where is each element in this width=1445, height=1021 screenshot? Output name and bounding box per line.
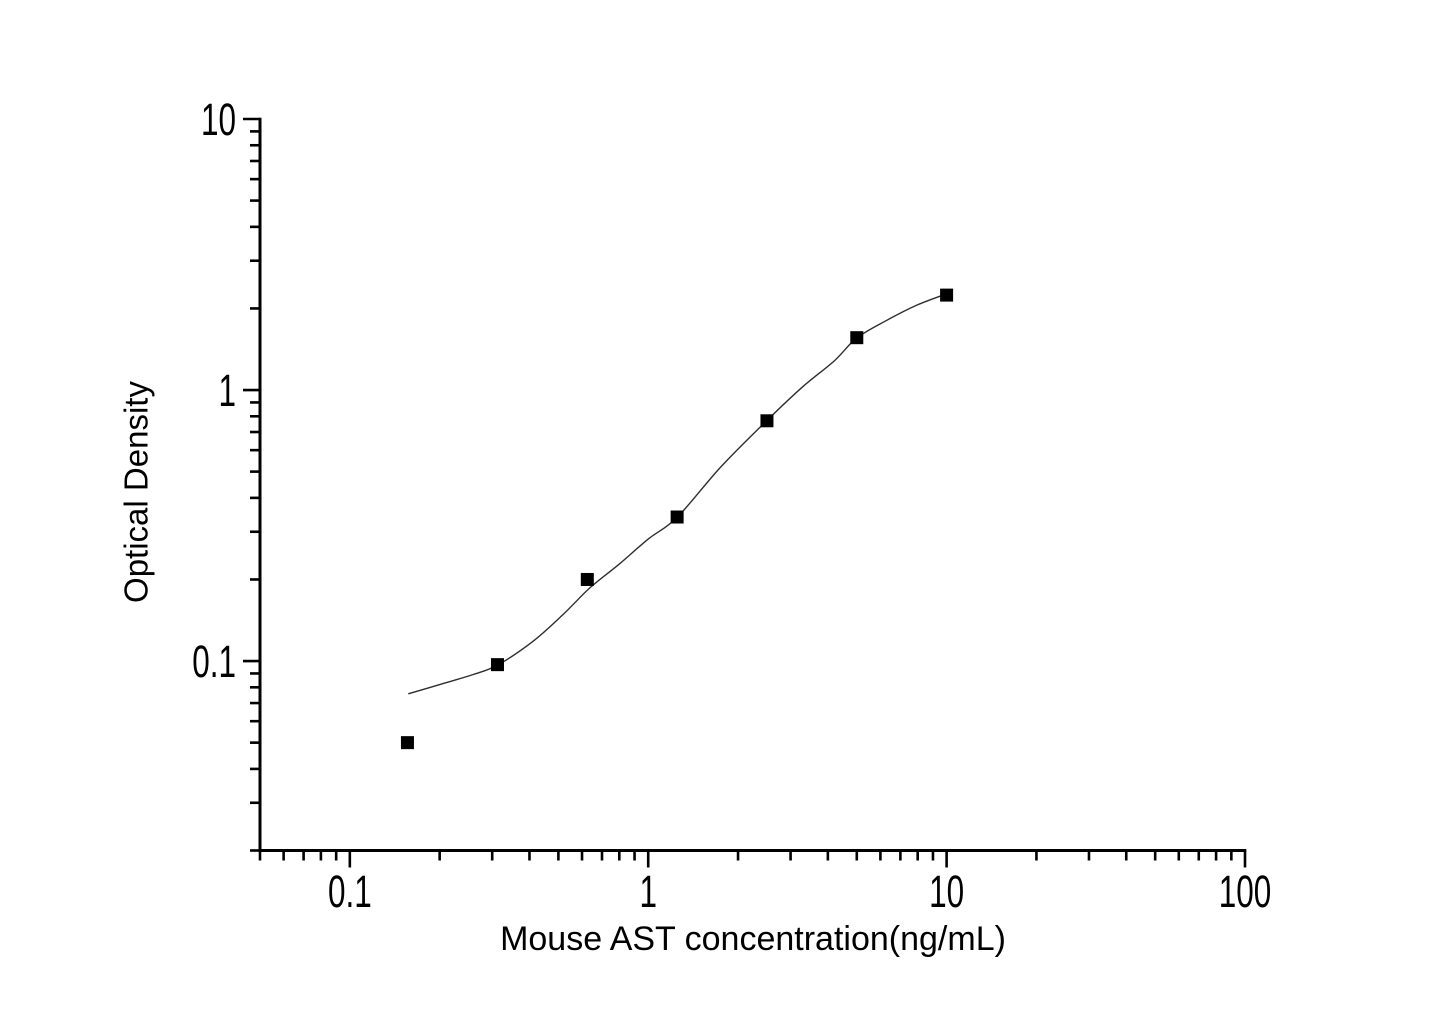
data-point-marker (670, 510, 684, 524)
y-tick-label: 0.1 (192, 638, 236, 688)
data-point-marker (580, 572, 594, 586)
data-point-marker (850, 331, 864, 345)
data-point-marker (940, 288, 954, 302)
data-point-marker (490, 658, 504, 672)
y-tick-label: 10 (201, 96, 236, 146)
x-tick-label: 0.1 (328, 868, 372, 918)
x-axis-title: Mouse AST concentration(ng/mL) (500, 920, 1006, 958)
x-tick-label: 100 (1219, 868, 1272, 918)
data-point-marker (400, 736, 414, 750)
y-axis-title: Optical Density (117, 381, 155, 603)
x-tick-label: 10 (929, 868, 964, 918)
y-tick-label: 1 (218, 367, 236, 417)
fit-curve-line (408, 293, 947, 695)
data-point-marker (760, 414, 774, 428)
x-tick-label: 1 (639, 868, 657, 918)
